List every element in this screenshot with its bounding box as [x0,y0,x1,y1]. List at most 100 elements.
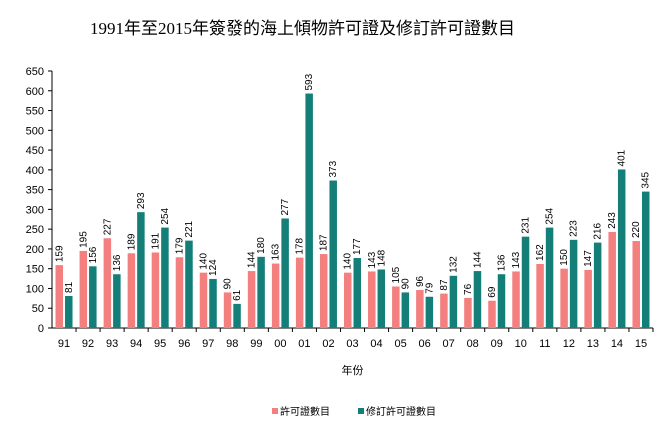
y-tick-label: 600 [26,86,44,98]
x-tick-label: 99 [250,338,262,350]
x-axis-title: 年份 [342,363,364,377]
bar [641,191,650,328]
data-label: 179 [174,237,185,254]
bar [593,242,602,328]
bar [449,275,458,328]
bar [113,274,121,328]
data-label: 90 [223,278,234,290]
data-label: 254 [160,207,171,224]
data-label: 220 [631,221,642,238]
data-label: 136 [496,254,507,271]
data-label: 87 [439,279,450,291]
bar [512,271,520,328]
bar [185,240,193,328]
bar [209,278,217,328]
data-label: 132 [448,256,459,273]
x-tick-label: 04 [370,338,382,350]
bar [55,265,64,328]
legend: 許可證數目 修訂許可證數目 [272,403,436,418]
data-label: 69 [487,286,498,298]
bar [617,169,626,328]
data-label: 191 [150,232,161,249]
x-tick-label: 10 [515,338,527,350]
bar [127,253,136,328]
y-tick-label: 550 [26,106,44,118]
data-label: 90 [400,278,411,290]
y-tick-label: 150 [26,264,44,276]
bar [473,271,482,328]
bar [151,252,160,328]
data-label: 216 [593,222,604,239]
legend-swatch [358,407,364,414]
bar [199,272,208,328]
bar [569,239,578,328]
y-tick-label: 50 [32,303,44,315]
bar [137,212,145,328]
bar [295,257,304,328]
data-label: 76 [463,283,474,295]
data-label: 81 [64,281,75,293]
data-label: 136 [112,254,123,271]
x-tick-label: 93 [106,338,118,350]
y-tick-label: 300 [26,204,44,216]
bar [584,269,592,328]
bar [247,271,256,328]
data-label: 593 [304,73,315,90]
bar [632,241,640,328]
legend-label: 許可證數目 [280,407,330,418]
x-tick-label: 98 [226,338,238,350]
bar [329,180,337,328]
data-label: 293 [136,192,147,209]
y-tick-label: 650 [26,66,44,78]
data-label: 162 [535,244,546,261]
data-label: 187 [319,234,330,251]
bar [344,272,352,328]
x-tick-label: 01 [298,338,310,350]
data-label: 195 [78,231,89,248]
x-tick-label: 08 [467,338,479,350]
data-label: 156 [88,246,99,263]
bar [223,292,232,328]
y-tick-label: 400 [26,165,44,177]
bar [103,238,112,328]
x-tick-label: 14 [611,338,623,350]
bar [281,218,289,328]
x-tick-label: 02 [322,338,334,350]
data-label: 143 [511,251,522,268]
data-label: 189 [126,233,137,250]
y-tick-label: 450 [26,145,44,157]
data-label: 227 [102,218,113,235]
bar [305,93,313,328]
bar [440,293,448,328]
data-label: 144 [472,251,483,268]
bar [464,297,472,328]
data-label: 231 [521,217,532,234]
x-tick-label: 95 [154,338,166,350]
y-tick-label: 500 [26,125,44,137]
data-label: 178 [295,237,306,254]
x-tick-label: 09 [491,338,503,350]
data-label: 163 [271,243,282,260]
x-tick-label: 11 [539,338,550,350]
bar [545,227,554,328]
bar [392,286,400,328]
data-label: 221 [184,220,195,237]
bar [401,292,410,328]
bar [368,271,376,328]
data-label: 144 [247,251,258,268]
x-tick-label: 13 [587,338,599,350]
y-tick-label: 100 [26,283,44,295]
legend-item-permits: 許可證數目 [272,403,330,418]
data-label: 105 [391,266,402,283]
data-label: 345 [641,171,652,188]
bar [425,296,434,328]
x-tick-label: 96 [178,338,190,350]
y-tick-label: 350 [26,185,44,197]
data-label: 159 [54,245,65,262]
data-label: 254 [545,207,556,224]
bar [497,274,506,328]
x-tick-label: 15 [635,338,647,350]
data-label: 124 [208,259,219,276]
